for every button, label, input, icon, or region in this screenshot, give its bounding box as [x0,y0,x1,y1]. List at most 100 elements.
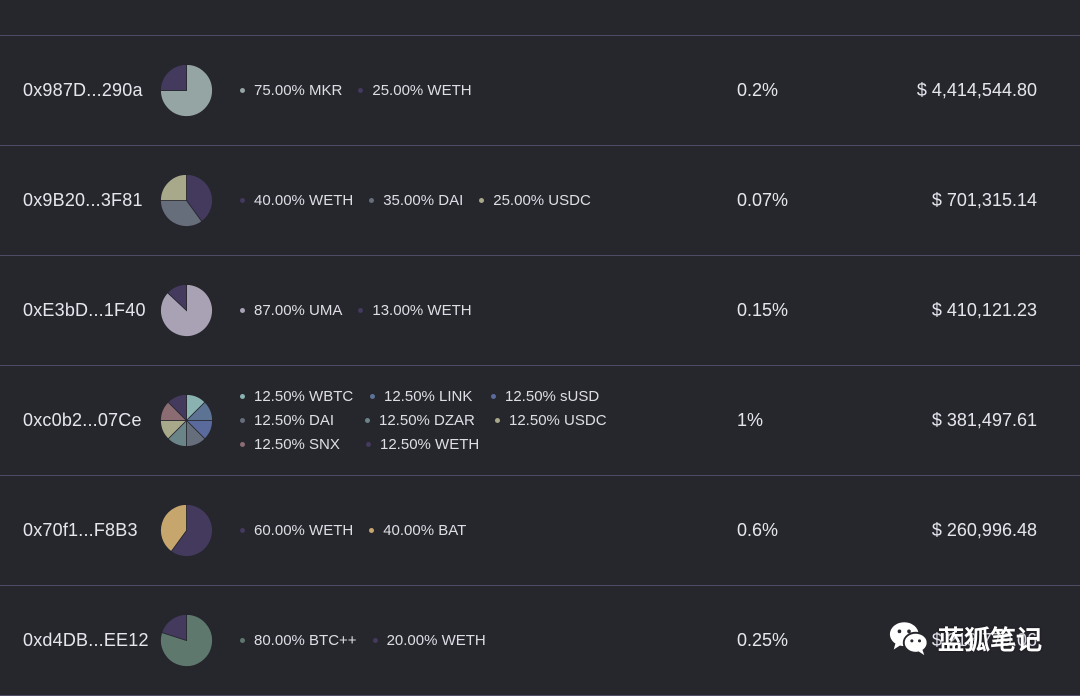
liquidity-value: $ 4,414,544.80 [916,80,1037,100]
asset-item: 12.50% WETH [366,436,491,454]
asset-label: 12.50% LINK [384,388,473,405]
pool-composition-pie [160,614,213,667]
asset-item: 60.00% WETH [240,522,353,540]
asset-color-dot [491,394,496,399]
asset-color-dot [240,308,245,313]
pool-address[interactable]: 0xE3bD...1F40 [23,300,146,320]
asset-color-dot [366,442,371,447]
asset-color-dot [240,198,245,203]
swap-fee: 0.6% [737,520,779,540]
asset-label: 87.00% UMA [254,302,343,319]
asset-color-dot [240,394,245,399]
asset-item: 12.50% DZAR [365,412,495,430]
asset-label: 25.00% WETH [372,82,472,99]
asset-label: 12.50% USDC [509,412,607,429]
liquidity-value: $ 260,996.48 [931,520,1037,540]
pie-slice [161,614,187,642]
asset-color-dot [358,88,364,93]
asset-list: 87.00% UMA 13.00% WETH [240,256,735,365]
pool-row[interactable]: 0xE3bD...1F40 87.00% UMA 13.00% WETH 0.15% $… [0,256,1080,366]
asset-label: 12.50% sUSD [505,388,600,405]
asset-label: 13.00% WETH [372,302,472,319]
asset-color-dot [240,638,245,643]
asset-list: 80.00% BTC++ 20.00% WETH [240,586,735,695]
liquidity-value: $ 410,121.23 [931,300,1037,320]
asset-color-dot [369,528,375,533]
pool-address[interactable]: 0x987D...290a [23,80,143,100]
pool-address[interactable]: 0x70f1...F8B3 [23,520,138,540]
asset-item: 12.50% USDC [495,412,616,430]
swap-fee: 1% [737,410,764,430]
pool-composition-pie [160,504,213,557]
asset-item: 35.00% DAI [369,192,463,210]
asset-label: 20.00% WETH [386,632,486,649]
pie-slice [160,200,203,227]
pie-slice [160,174,187,201]
asset-item: 75.00% MKR [240,82,342,100]
asset-item: 80.00% BTC++ [240,632,357,650]
pool-row[interactable]: 0x9B20...3F81 40.00% WETH 35.00% DAI 25.00%… [0,146,1080,256]
pie-slice [160,504,187,553]
wechat-icon [889,622,929,656]
asset-item: 40.00% WETH [240,192,353,210]
asset-label: 12.50% WETH [380,436,480,453]
asset-item: 12.50% sUSD [491,388,617,406]
watermark-text: 蓝狐笔记 [938,624,1043,655]
asset-color-dot [240,88,245,93]
asset-item: 12.50% SNX [240,436,366,454]
swap-fee: 0.2% [737,80,779,100]
asset-item: 87.00% UMA [240,302,342,320]
asset-label: 40.00% WETH [254,192,354,209]
asset-color-dot [240,528,245,533]
pie-slice [186,174,213,223]
pool-address[interactable]: 0x9B20...3F81 [23,190,143,210]
asset-item: 13.00% WETH [358,302,472,320]
asset-list: 75.00% MKR 25.00% WETH [240,36,735,145]
swap-fee: 0.07% [737,190,789,210]
liquidity-value: $ 213,779.06 [931,630,1037,650]
watermark: 蓝狐笔记 [888,615,1042,661]
asset-item: 20.00% WETH [372,632,486,650]
asset-label: 12.50% SNX [254,436,340,453]
pool-composition-pie [160,64,213,117]
asset-list: 60.00% WETH 40.00% BAT [240,476,735,585]
asset-color-dot [479,198,485,203]
pool-composition-pie [160,174,213,227]
pie-slice [167,284,187,312]
asset-label: 25.00% USDC [493,192,591,209]
asset-item: 12.50% LINK [370,388,491,406]
asset-item: 25.00% WETH [358,82,472,100]
asset-label: 12.50% DZAR [379,412,475,429]
swap-fee: 0.25% [737,630,789,650]
asset-item: 25.00% USDC [479,192,591,210]
asset-item: 12.50% DAI [240,412,365,430]
pool-row[interactable]: 0x987D...290a 75.00% MKR 25.00% WETH 0.2% $ … [0,36,1080,146]
asset-list: 40.00% WETH 35.00% DAI 25.00% USDC [240,146,735,255]
pie-slice [167,394,187,422]
pie-slice [160,64,187,91]
asset-color-dot [370,394,375,399]
asset-color-dot [365,418,370,423]
asset-label: 35.00% DAI [383,192,464,209]
pool-row[interactable]: 0x70f1...F8B3 60.00% WETH 40.00% BAT 0.6% $ … [0,476,1080,586]
pool-composition-pie [160,394,213,447]
pool-address[interactable]: 0xc0b2...07Ce [23,410,142,430]
asset-item: 40.00% BAT [369,522,466,540]
asset-label: 80.00% BTC++ [254,632,357,649]
table-header-strip [0,0,1080,36]
asset-color-dot [240,418,245,423]
asset-color-dot [358,308,364,313]
asset-label: 12.50% DAI [254,412,335,429]
pie-slice [160,64,213,117]
liquidity-value: $ 701,315.14 [931,190,1037,210]
asset-color-dot [372,638,378,643]
asset-color-dot [240,442,245,447]
pool-row[interactable]: 0xc0b2...07Ce 12.50% WBTC 12.50% LINK 12.50… [0,366,1080,476]
asset-color-dot [369,198,375,203]
asset-label: 60.00% WETH [254,522,354,539]
pie-slice [160,614,213,667]
asset-label: 12.50% WBTC [254,388,354,405]
pool-address[interactable]: 0xd4DB...EE12 [23,630,149,650]
asset-list: 12.50% WBTC 12.50% LINK 12.50% sUSD 12.50% … [240,366,735,475]
